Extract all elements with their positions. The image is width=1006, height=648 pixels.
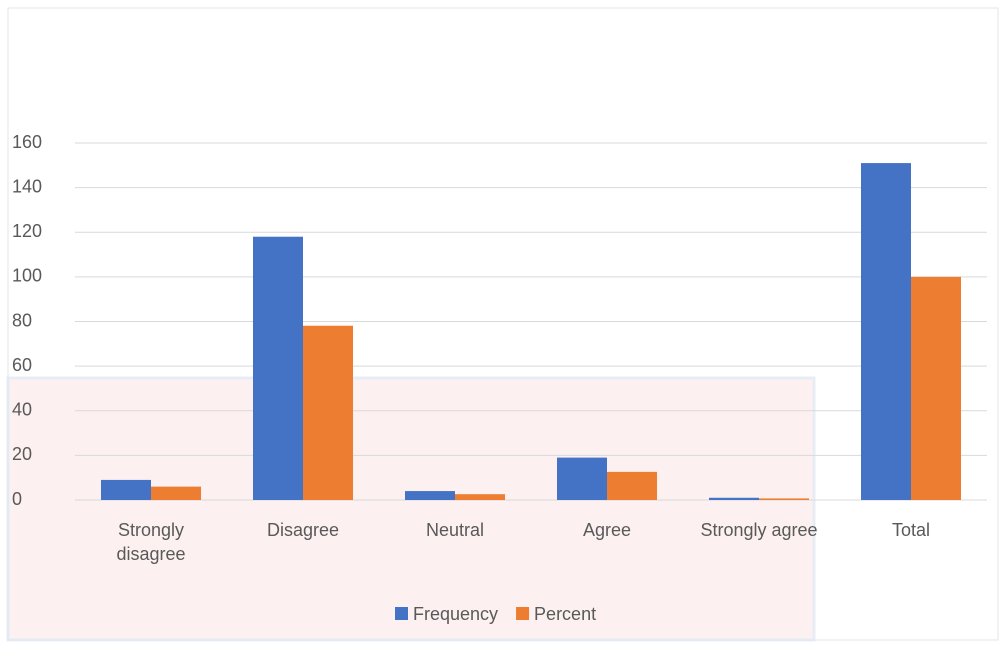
- bar: [303, 325, 353, 500]
- x-tick-label: Agree: [582, 520, 632, 540]
- x-tick-label: Neutral: [425, 520, 485, 540]
- legend-label: Percent: [534, 604, 596, 624]
- y-tick-label: 140: [12, 176, 42, 196]
- legend-swatch: [516, 607, 530, 620]
- y-tick-label: 0: [12, 489, 22, 509]
- x-tick-label: Total: [891, 520, 931, 540]
- bar: [759, 498, 809, 500]
- bar: [709, 497, 759, 500]
- y-tick-label: 60: [12, 355, 32, 375]
- y-tick-label: 20: [12, 444, 32, 464]
- bar: [607, 471, 657, 500]
- y-tick-label: 160: [12, 132, 42, 152]
- bar: [557, 457, 607, 500]
- y-tick-label: 100: [12, 266, 42, 286]
- legend-swatch: [395, 607, 408, 620]
- bar: [151, 486, 201, 500]
- bar: [405, 491, 455, 500]
- bar: [253, 236, 303, 500]
- y-tick-label: 40: [12, 400, 32, 420]
- bar: [455, 494, 505, 500]
- x-tick-label: Disagree: [266, 520, 340, 540]
- legend-label: Frequency: [413, 604, 498, 624]
- bar: [911, 276, 961, 500]
- x-tick-label: Strongly agree: [700, 520, 818, 540]
- y-tick-label: 80: [12, 310, 32, 330]
- bar: [861, 163, 911, 501]
- y-tick-label: 120: [12, 221, 42, 241]
- x-tick-label: Strongly disagree: [116, 520, 186, 564]
- watermark: [6, 376, 816, 642]
- bar: [101, 479, 151, 500]
